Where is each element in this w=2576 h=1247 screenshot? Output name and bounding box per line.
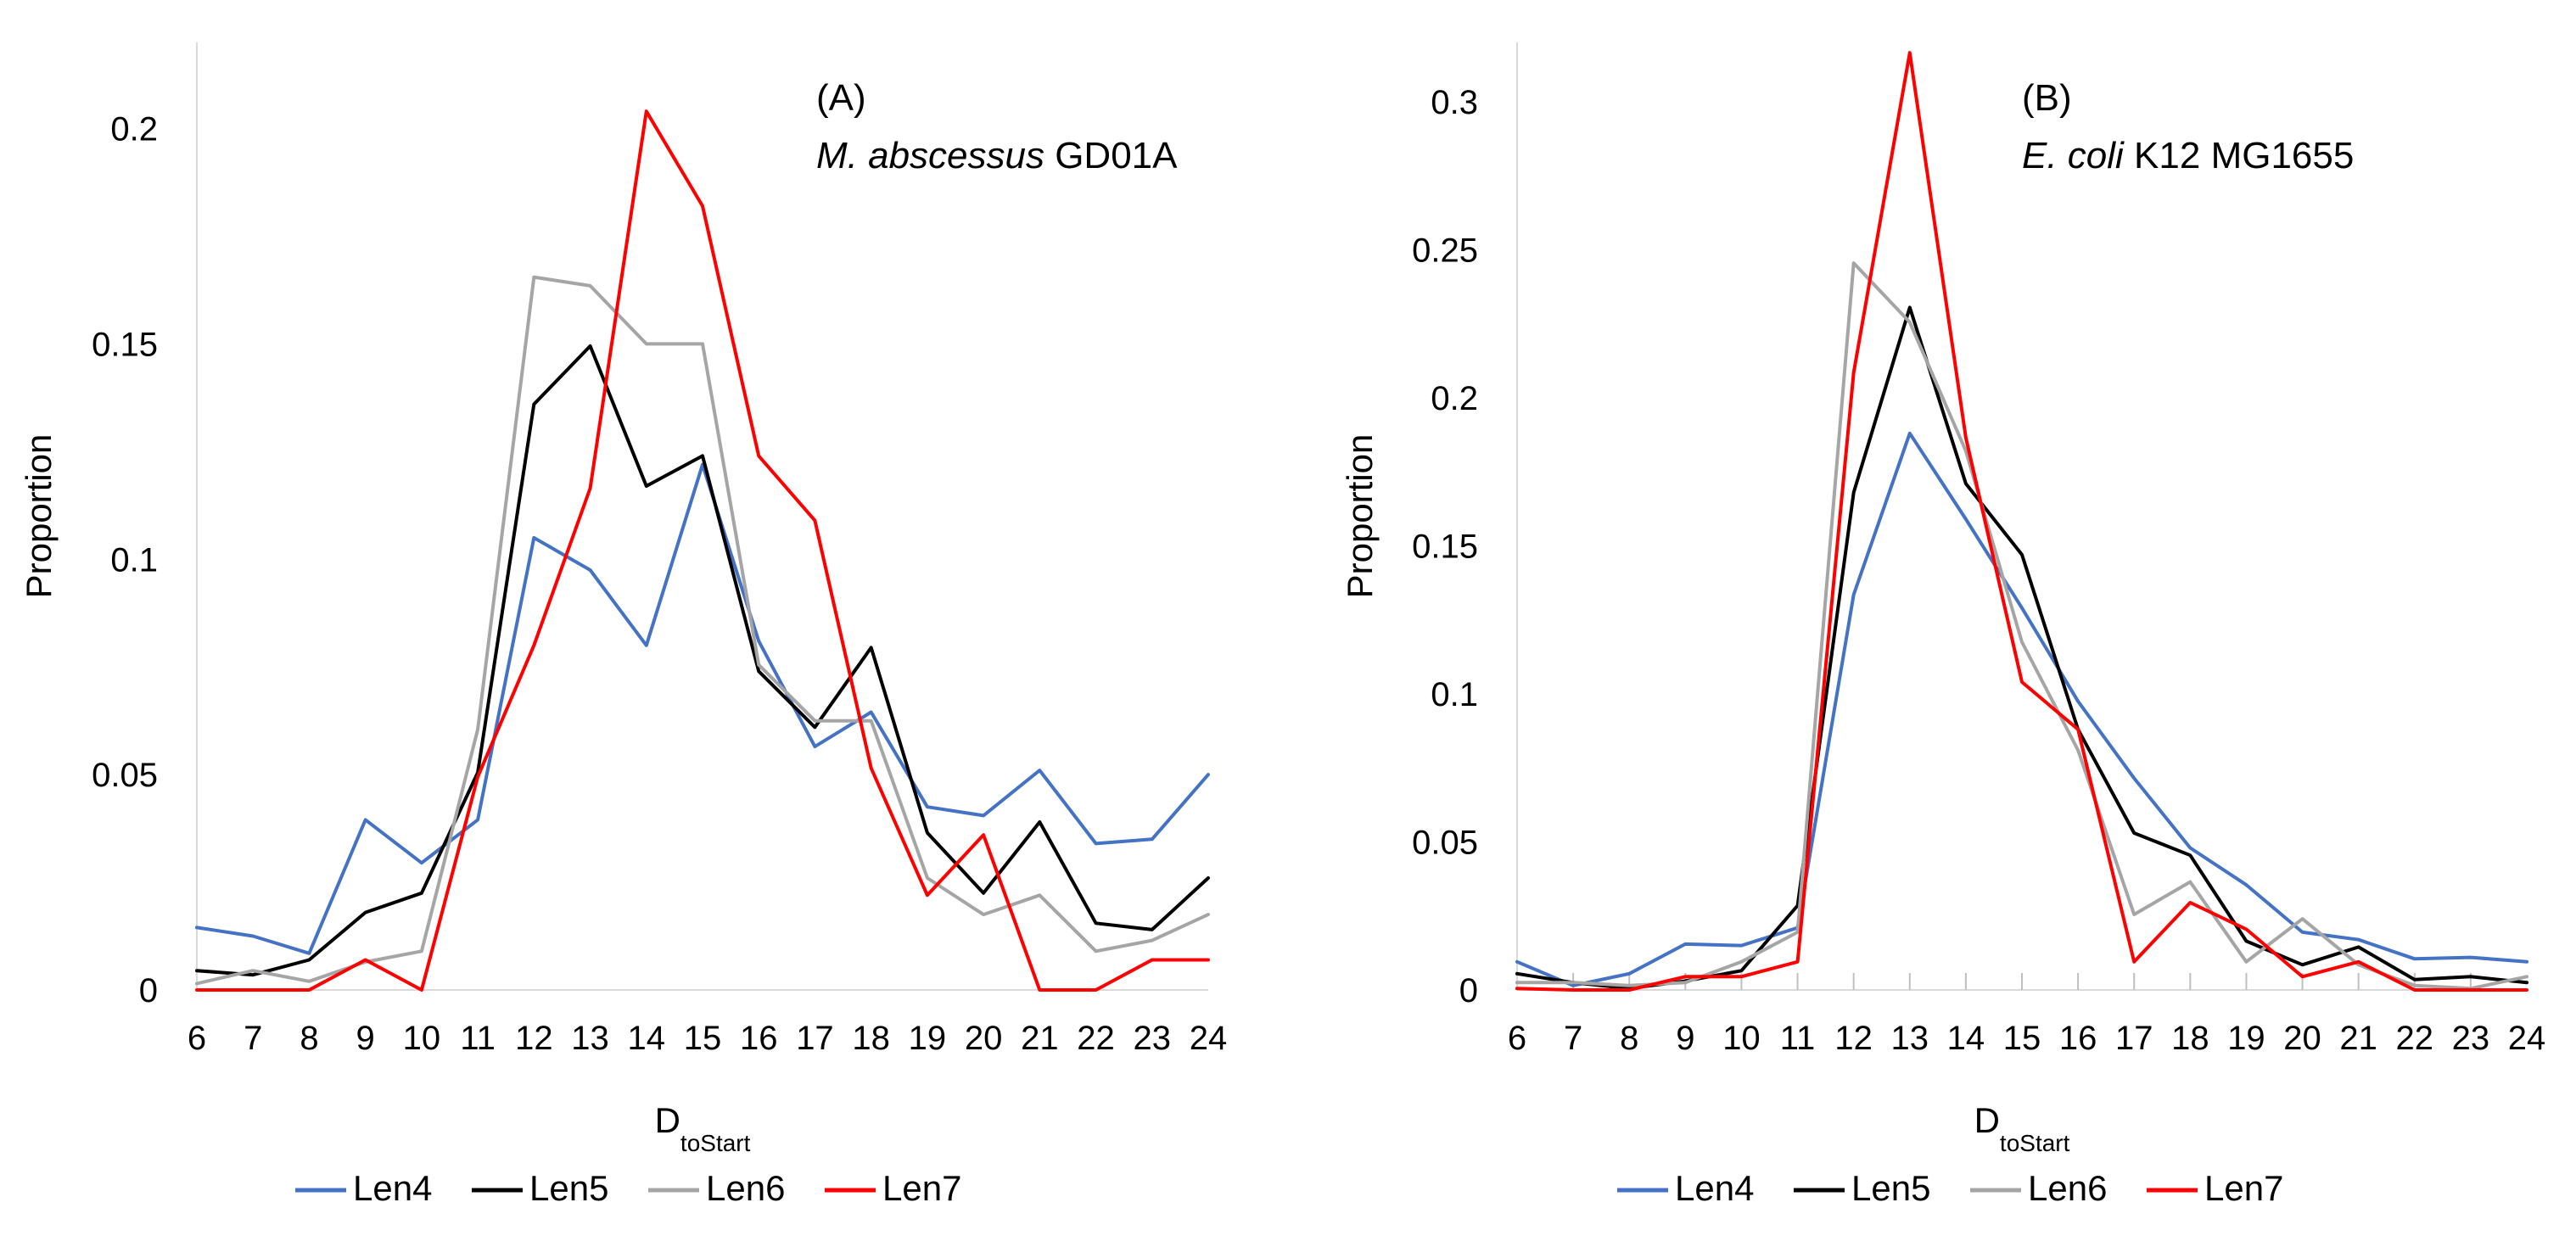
x-tick-label: 20	[965, 1020, 1003, 1057]
y-axis-label: Proportion	[1340, 434, 1380, 599]
series-line-len7	[195, 109, 1210, 992]
series-line-len4	[1515, 431, 2528, 987]
x-tick-label: 7	[244, 1020, 262, 1057]
series-line-len7	[1515, 51, 2528, 992]
x-tick-label: 13	[1891, 1020, 1929, 1057]
y-tick-label: 0.3	[1431, 84, 1478, 121]
legend: Len4 Len5 Len6 Len7	[1617, 1168, 2283, 1208]
legend-label-len6: Len6	[706, 1168, 785, 1208]
y-tick-label: 0.1	[1431, 676, 1478, 713]
y-tick-label: 0.2	[1431, 380, 1478, 417]
x-tick-label: 24	[2508, 1020, 2546, 1057]
x-tick-label: 17	[796, 1020, 834, 1057]
x-tick-label: 9	[1676, 1020, 1694, 1057]
x-tick-label: 8	[1620, 1020, 1638, 1057]
x-tick-label: 6	[188, 1020, 206, 1057]
x-tick-label: 22	[1077, 1020, 1115, 1057]
x-tick-label: 12	[515, 1020, 553, 1057]
x-tick-label: 10	[1722, 1020, 1761, 1057]
legend-label-len4: Len4	[1675, 1168, 1754, 1208]
x-tick-label: 22	[2396, 1020, 2434, 1057]
x-tick-label: 21	[1021, 1020, 1059, 1057]
legend: Len4 Len5 Len6 Len7	[295, 1168, 961, 1208]
y-tick-label: 0.05	[92, 757, 158, 794]
x-tick-label: 12	[1834, 1020, 1873, 1057]
y-tick-label: 0.2	[110, 111, 158, 148]
series-line-len6	[195, 275, 1210, 986]
legend-label-len4: Len4	[353, 1168, 432, 1208]
x-tick-label: 13	[571, 1020, 609, 1057]
series-line-len5	[195, 344, 1210, 977]
y-tick-label: 0.1	[110, 541, 158, 579]
y-axis-label: Proportion	[19, 434, 59, 599]
x-tick-label: 18	[2171, 1020, 2209, 1057]
y-tick-label: 0.05	[1412, 824, 1478, 861]
legend-label-len5: Len5	[1851, 1168, 1930, 1208]
y-tick-label: 0	[1459, 972, 1478, 1009]
x-tick-label: 15	[684, 1020, 722, 1057]
legend-label-len6: Len6	[2028, 1168, 2107, 1208]
x-tick-label: 18	[852, 1020, 890, 1057]
x-tick-label: 16	[740, 1020, 778, 1057]
x-tick-label: 14	[1947, 1020, 1985, 1057]
panel-title: M. abscessus GD01A	[816, 135, 1178, 176]
panel-label: (B)	[2022, 77, 2072, 119]
y-tick-label: 0.25	[1412, 232, 1478, 269]
panel-b-chart: 0 0.05 0.1 0.15 0.2 0.25 0.3 6 7 8 9 10 11 12 13 14 15 16…	[1340, 42, 2545, 1208]
x-tick-label: 17	[2115, 1020, 2153, 1057]
panel-a-chart: 0 0.05 0.1 0.15 0.2 6 7 8 9 10 11 12 13 14 15 16 17 18 19 2…	[19, 42, 1227, 1208]
x-tick-label: 19	[2227, 1020, 2265, 1057]
x-tick-label: 23	[2452, 1020, 2490, 1057]
y-tick-label: 0	[139, 972, 158, 1009]
x-tick-label: 19	[909, 1020, 947, 1057]
x-tick-label: 7	[1564, 1020, 1582, 1057]
x-axis-label: DtoStart	[1974, 1100, 2070, 1156]
legend-label-len7: Len7	[882, 1168, 961, 1208]
x-tick-label: 11	[1780, 1020, 1816, 1057]
series-line-len6	[1515, 261, 2528, 991]
x-tick-label: 6	[1508, 1020, 1526, 1057]
x-tick-label: 20	[2283, 1020, 2321, 1057]
panel-label: (A)	[816, 77, 866, 119]
x-tick-label: 24	[1190, 1020, 1228, 1057]
legend-label-len5: Len5	[529, 1168, 608, 1208]
x-tick-label: 21	[2339, 1020, 2377, 1057]
series-line-len5	[1515, 305, 2528, 991]
panel-title: E. coli K12 MG1655	[2022, 135, 2354, 176]
y-tick-label: 0.15	[92, 326, 158, 363]
series-line-len4	[195, 462, 1210, 955]
x-tick-label: 14	[628, 1020, 666, 1057]
y-tick-label: 0.15	[1412, 528, 1478, 565]
x-tick-label: 16	[2059, 1020, 2097, 1057]
x-tick-label: 23	[1134, 1020, 1172, 1057]
x-axis-label: DtoStart	[655, 1100, 751, 1156]
x-tick-label: 8	[300, 1020, 318, 1057]
x-tick-label: 10	[403, 1020, 441, 1057]
x-tick-label: 15	[2003, 1020, 2041, 1057]
x-tick-label: 9	[356, 1020, 375, 1057]
x-tick-label: 11	[460, 1020, 496, 1057]
legend-label-len7: Len7	[2204, 1168, 2283, 1208]
